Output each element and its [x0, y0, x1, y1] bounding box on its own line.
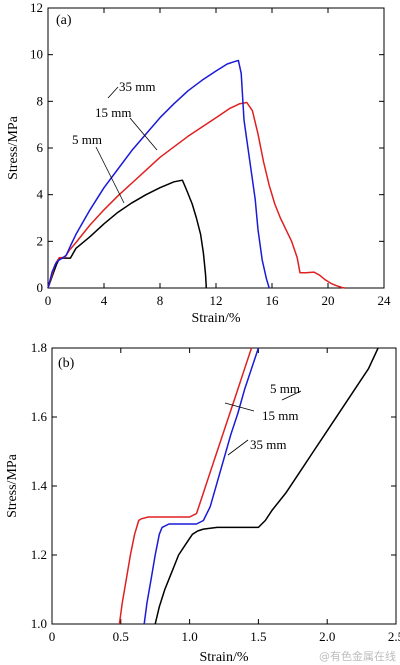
x-tick-label-a: 16 [266, 293, 280, 308]
y-tick-label-b: 1.6 [31, 409, 48, 424]
y-tick-label-b: 1.8 [31, 340, 47, 355]
annotation-leader-35mm-b [227, 439, 249, 456]
x-axis-label-a: Strain/% [192, 311, 241, 326]
annotation-leader-15mm-a [129, 117, 158, 151]
annotation-15mm-b: 15 mm [262, 408, 298, 423]
ticks-b: 0 0.5 1.0 1.5 2.0 2.5 1.0 1.2 1.4 1.6 1.8 [31, 340, 400, 644]
y-tick-label-a: 10 [30, 47, 43, 62]
annotation-5mm-b: 5 mm [270, 381, 300, 396]
y-axis-label-a: Stress/MPa [6, 115, 21, 180]
annotation-leader-5mm-b [281, 390, 302, 401]
y-tick-label-a: 2 [37, 233, 44, 248]
series-group-b [118, 347, 379, 625]
panel-b: 0 0.5 1.0 1.5 2.0 2.5 1.0 1.2 1.4 1.6 1.8 (b) Stra… [5, 340, 400, 665]
x-tick-label-a: 24 [378, 293, 392, 308]
x-tick-label-b: 0 [49, 629, 56, 644]
series-line-5mm-a [47, 179, 207, 289]
series-line-35mm-b [143, 347, 260, 625]
x-tick-label-b: 0.5 [113, 629, 129, 644]
annotation-15mm-a: 15 mm [95, 105, 131, 120]
x-tick-label-a: 12 [210, 293, 223, 308]
annotation-leader-5mm-a [95, 146, 125, 204]
series-line-5mm-b [154, 347, 379, 625]
y-tick-label-a: 6 [37, 140, 44, 155]
x-tick-label-a: 4 [101, 293, 108, 308]
panel-label-b: (b) [58, 356, 75, 371]
plot-area-b [51, 347, 397, 625]
y-axis-label-b: Stress/MPa [5, 453, 20, 518]
series-line-35mm-a [47, 59, 270, 289]
annotation-leader-35mm-a [107, 86, 119, 99]
y-tick-label-a: 4 [37, 187, 44, 202]
series-line-15mm-b [118, 347, 253, 625]
y-tick-label-b: 1.2 [31, 547, 47, 562]
x-axis-label-b: Strain/% [200, 650, 249, 665]
annotation-35mm-b: 35 mm [250, 437, 286, 452]
series-group-a [47, 59, 345, 289]
x-tick-label-b: 2.5 [388, 629, 400, 644]
annotation-leader-15mm-b [224, 402, 255, 412]
y-tick-label-b: 1.4 [31, 478, 48, 493]
annotation-5mm-a: 5 mm [72, 132, 102, 147]
y-tick-label-a: 0 [37, 280, 44, 295]
x-tick-label-b: 2.0 [319, 629, 335, 644]
y-tick-label-b: 1.0 [31, 616, 47, 631]
plot-area-a [47, 7, 385, 289]
annotation-35mm-a: 35 mm [119, 79, 155, 94]
x-tick-label-a: 20 [322, 293, 335, 308]
panel-label-a: (a) [56, 13, 72, 28]
watermark: @有色金属在线 [319, 649, 396, 663]
x-tick-label-a: 8 [157, 293, 164, 308]
y-tick-label-a: 8 [37, 93, 44, 108]
x-tick-label-a: 0 [45, 293, 52, 308]
series-line-15mm-a [47, 101, 345, 289]
y-tick-label-a: 12 [30, 0, 43, 15]
x-tick-label-b: 1.5 [250, 629, 266, 644]
x-tick-label-b: 1.0 [181, 629, 197, 644]
